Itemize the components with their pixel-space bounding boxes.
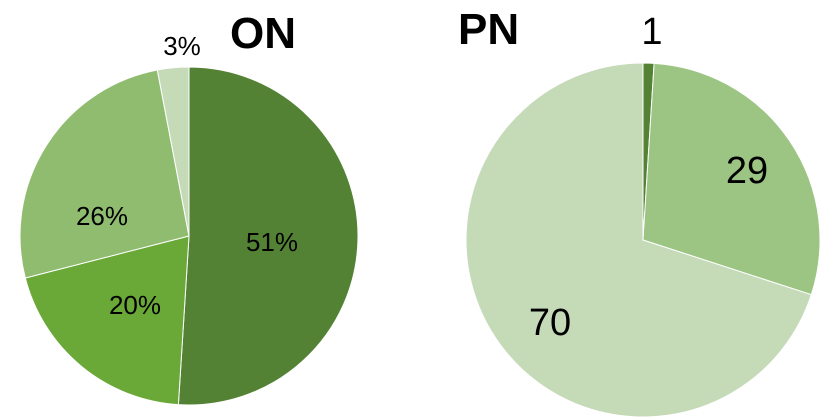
slice-data-label: 26%: [76, 201, 128, 231]
pie-chart-pn: 1 29 70: [465, 11, 821, 418]
pie-slice: [642, 62, 821, 296]
pie-slice: [19, 69, 190, 279]
slice-data-label: 29: [726, 150, 768, 192]
slice-data-label: 3%: [163, 31, 201, 61]
chart-title-pn: PN: [458, 5, 520, 54]
pie-chart-on: 51% 20% 26% 3%: [19, 31, 359, 406]
pie-slice: [24, 235, 190, 406]
chart-title-on: ON: [230, 9, 296, 58]
slice-data-label: 70: [529, 302, 571, 344]
slice-data-label: 51%: [246, 227, 298, 257]
pie-slice: [177, 66, 359, 406]
slice-data-label: 1: [641, 11, 662, 53]
pie-slice: [465, 62, 812, 418]
slice-data-label: 20%: [109, 290, 161, 320]
pie-slice: [156, 66, 190, 237]
